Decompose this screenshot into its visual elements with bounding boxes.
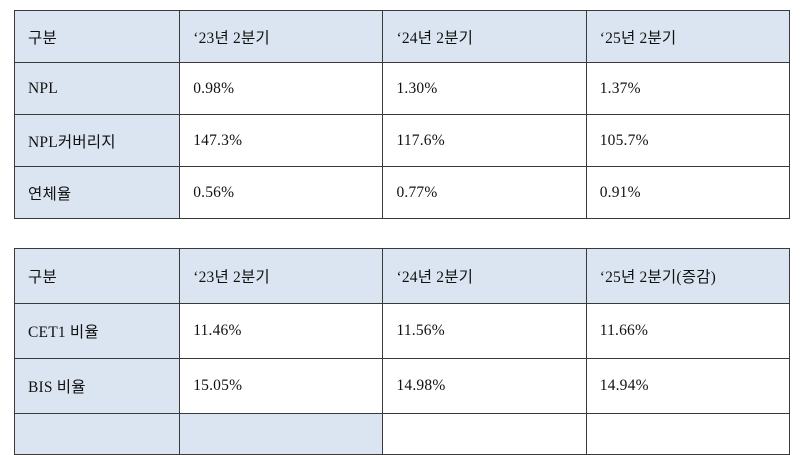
value-cell-cutoff <box>382 413 587 455</box>
value-cell: 11.46% <box>179 303 384 359</box>
value-cell: 14.94% <box>585 358 791 414</box>
row-label: CET1 비율 <box>13 303 181 359</box>
value-cell-cutoff <box>179 413 384 455</box>
header-cell-q2-2023: ‘23년 2분기 <box>179 248 384 304</box>
header-cell-category: 구분 <box>13 248 181 304</box>
capital-ratio-table: 구분 ‘23년 2분기 ‘24년 2분기 ‘25년 2분기(증감) CET1 비… <box>13 248 791 455</box>
value-cell: 15.05% <box>179 358 384 414</box>
table-row-npl: NPL 0.98% 1.30% 1.37% <box>13 62 791 115</box>
row-label: BIS 비율 <box>13 358 181 414</box>
value-cell: 117.6% <box>382 114 587 167</box>
value-cell-cutoff <box>585 413 791 455</box>
table-header-row: 구분 ‘23년 2분기 ‘24년 2분기 ‘25년 2분기(증감) <box>13 248 791 304</box>
row-label: NPL커버리지 <box>13 114 181 167</box>
value-cell: 0.77% <box>382 166 587 219</box>
header-cell-q2-2024: ‘24년 2분기 <box>382 248 587 304</box>
table-row-npl-coverage: NPL커버리지 147.3% 117.6% 105.7% <box>13 114 791 167</box>
value-cell: 1.30% <box>382 62 587 115</box>
table-spacer <box>14 219 790 248</box>
value-cell: 105.7% <box>585 114 791 167</box>
table-row-delinquency: 연체율 0.56% 0.77% 0.91% <box>13 166 791 219</box>
header-cell-q2-2025: ‘25년 2분기 <box>585 10 791 63</box>
row-label: 연체율 <box>13 166 181 219</box>
value-cell: 0.56% <box>179 166 384 219</box>
table-row-cet1: CET1 비율 11.46% 11.56% 11.66% <box>13 303 791 359</box>
table-row-cutoff <box>13 413 791 455</box>
value-cell: 11.56% <box>382 303 587 359</box>
value-cell: 147.3% <box>179 114 384 167</box>
header-cell-q2-2025-change: ‘25년 2분기(증감) <box>585 248 791 304</box>
table-row-bis: BIS 비율 15.05% 14.98% 14.94% <box>13 358 791 414</box>
header-cell-category: 구분 <box>13 10 181 63</box>
row-label: NPL <box>13 62 181 115</box>
asset-quality-table: 구분 ‘23년 2분기 ‘24년 2분기 ‘25년 2분기 NPL 0.98% … <box>13 10 791 219</box>
header-cell-q2-2023: ‘23년 2분기 <box>179 10 384 63</box>
value-cell: 11.66% <box>585 303 791 359</box>
value-cell: 14.98% <box>382 358 587 414</box>
row-label-cutoff <box>13 413 181 455</box>
value-cell: 0.98% <box>179 62 384 115</box>
table-header-row: 구분 ‘23년 2분기 ‘24년 2분기 ‘25년 2분기 <box>13 10 791 63</box>
header-cell-q2-2024: ‘24년 2분기 <box>382 10 587 63</box>
value-cell: 1.37% <box>585 62 791 115</box>
value-cell: 0.91% <box>585 166 791 219</box>
